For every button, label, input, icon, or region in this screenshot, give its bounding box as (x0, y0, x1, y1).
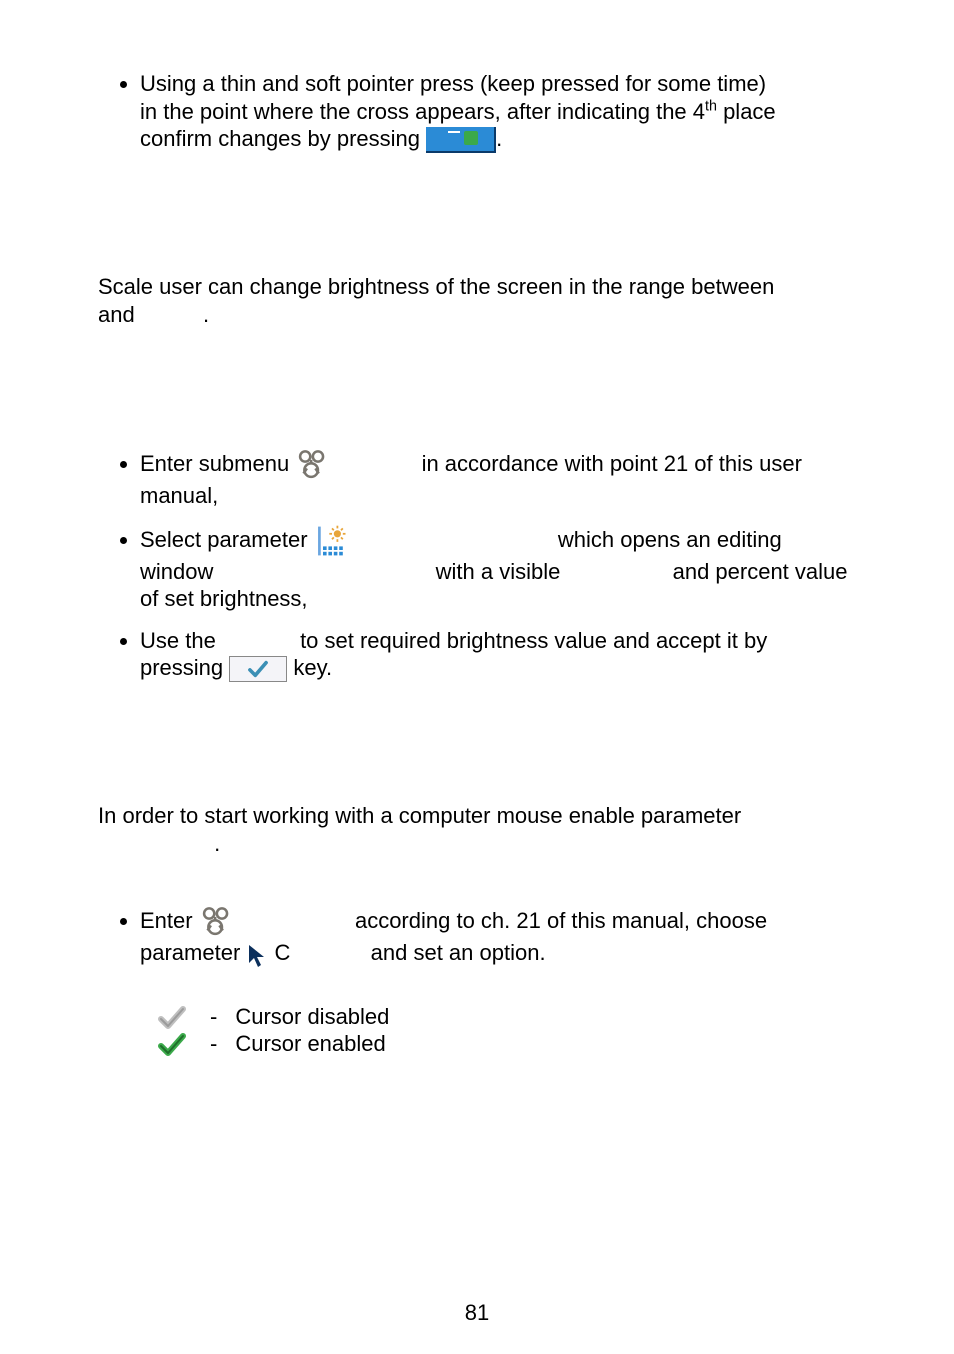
spacer (98, 692, 856, 802)
superscript-th: th (705, 98, 717, 114)
text: according to ch. 21 of this manual, choo… (355, 908, 767, 933)
text: C (275, 940, 291, 965)
settings-icon (295, 448, 329, 482)
confirm-button-icon[interactable] (426, 127, 496, 153)
text: with a visible (436, 559, 561, 584)
bullet-use-key: Use the to set required brightness value… (140, 627, 856, 683)
dash: - (210, 1030, 217, 1058)
text: Scale user can change brightness of the … (98, 274, 774, 299)
text: window (140, 559, 213, 584)
bullet-list-calibration: Using a thin and soft pointer press (kee… (98, 70, 856, 153)
brightness-icon (314, 524, 350, 558)
spacer (98, 338, 856, 448)
text: pressing (140, 655, 229, 680)
accept-key-icon[interactable] (229, 656, 287, 682)
cursor-icon (246, 940, 268, 968)
legend-label-enabled: Cursor enabled (235, 1030, 385, 1058)
text: . (214, 831, 220, 856)
text: In order to start working with a compute… (98, 803, 741, 828)
bullet-enter-submenu: Enter submenu in accordance with point 2… (140, 448, 856, 510)
text: Enter submenu (140, 451, 295, 476)
text: to set required brightness value and acc… (300, 628, 767, 653)
text: in the point where the cross appears, af… (140, 99, 705, 124)
check-green-icon (158, 1030, 186, 1058)
text: . (203, 302, 209, 327)
spacer (98, 867, 856, 905)
text: and percent value (673, 559, 848, 584)
bullet-calibration: Using a thin and soft pointer press (kee… (140, 70, 856, 153)
text: and (98, 302, 135, 327)
text: confirm changes by pressing (140, 126, 426, 151)
text: place (717, 99, 776, 124)
spacer (98, 163, 856, 273)
dash: - (210, 1003, 217, 1031)
text: key. (293, 655, 332, 680)
text: Using a thin and soft pointer press (kee… (140, 71, 766, 96)
text: and set an option. (371, 940, 546, 965)
check-grey-icon (158, 1003, 186, 1031)
text: parameter (140, 940, 246, 965)
text: Select parameter (140, 527, 314, 552)
text: which opens an editing (558, 527, 782, 552)
cursor-legend: - Cursor disabled - Cursor enabled (158, 1003, 856, 1058)
page-number: 81 (0, 1299, 954, 1327)
procedure-brightness-list: Enter submenu in accordance with point 2… (98, 448, 856, 682)
manual-page: Using a thin and soft pointer press (kee… (0, 0, 954, 1354)
text: Enter (140, 908, 199, 933)
bullet-select-parameter: Select parameter (140, 524, 856, 613)
settings-icon (199, 905, 233, 939)
legend-row-enabled: - Cursor enabled (158, 1030, 856, 1058)
brightness-intro: Scale user can change brightness of the … (98, 273, 856, 328)
legend-row-disabled: - Cursor disabled (158, 1003, 856, 1031)
legend-label-disabled: Cursor disabled (235, 1003, 389, 1031)
procedure-cursor-list: Enter according to ch. 21 of this manual… (98, 905, 856, 968)
mouse-intro: In order to start working with a compute… (98, 802, 856, 857)
text: . (496, 126, 502, 151)
text: Use the (140, 628, 222, 653)
bullet-cursor-enter: Enter according to ch. 21 of this manual… (140, 905, 856, 968)
text: of set brightness, (140, 586, 308, 611)
